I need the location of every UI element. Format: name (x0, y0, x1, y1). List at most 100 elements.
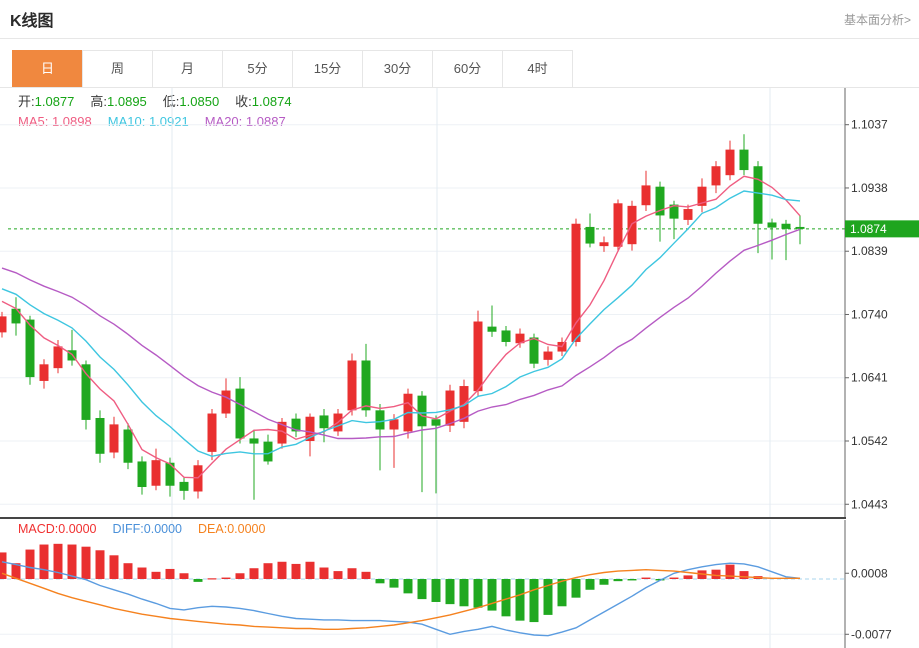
candle-down (767, 222, 777, 228)
candle-down (655, 186, 665, 216)
macd-bar-up (67, 544, 77, 579)
macd-bar-up (179, 573, 189, 579)
y-axis-label: 1.1037 (851, 118, 888, 132)
tab-15分[interactable]: 15分 (292, 50, 363, 88)
macd-bar-up (151, 571, 161, 579)
candle-down (669, 204, 679, 219)
candle-up (613, 203, 623, 247)
diff-value: DIFF:0.0000 (112, 522, 182, 536)
candle-up (445, 390, 455, 426)
candle-down (431, 419, 441, 426)
candle-down (25, 319, 35, 378)
candle-up (725, 149, 735, 176)
macd-bar-down (543, 579, 553, 615)
macd-bar-down (389, 579, 399, 588)
macd-bar-down (515, 579, 525, 621)
ma5-value: MA5: 1.0898 (18, 114, 92, 129)
tab-30分[interactable]: 30分 (362, 50, 433, 88)
macd-bar-up (137, 567, 147, 579)
macd-bar-up (333, 571, 343, 579)
candle-down (263, 441, 273, 462)
tab-60分[interactable]: 60分 (432, 50, 503, 88)
macd-bar-up (81, 546, 91, 579)
tab-5分[interactable]: 5分 (222, 50, 293, 88)
macd-bar-down (473, 579, 483, 608)
tab-bottom-border (0, 87, 919, 88)
macd-bar-up (725, 564, 735, 579)
candle-down (165, 462, 175, 486)
macd-bar-up (249, 568, 259, 579)
candle-up (697, 186, 707, 206)
ma10-line (1, 190, 801, 458)
macd-bar-up (739, 571, 749, 579)
candle-down (487, 326, 497, 332)
y-axis-label: 1.0740 (851, 307, 888, 321)
candle-down (95, 418, 105, 454)
candle-down (81, 364, 91, 420)
macd-bar-down (193, 579, 203, 582)
y-axis-label: 1.0542 (851, 434, 888, 448)
candle-down (179, 481, 189, 491)
candle-up (151, 460, 161, 486)
macd-bar-down (431, 579, 441, 602)
macd-bar-up (347, 568, 357, 579)
macd-bar-down (585, 579, 595, 590)
candle-down (137, 461, 147, 488)
header-divider (0, 38, 919, 39)
y-axis-label: 1.0839 (851, 244, 888, 258)
candle-down (235, 388, 245, 439)
macd-bar-up (305, 561, 315, 579)
macd-bar-up (95, 550, 105, 579)
candle-up (347, 360, 357, 411)
macd-bar-down (459, 579, 469, 607)
macd-bar-down (501, 579, 511, 617)
candle-down (795, 226, 805, 229)
interval-tab-bar: 日周月 5分 15分 30分 60分 4时 (12, 50, 573, 88)
current-price-label: 1.0874 (850, 222, 887, 236)
tab-4时[interactable]: 4时 (502, 50, 573, 88)
ohlc-ma-legend: 开:1.0877 高:1.0895 低:1.0850 收:1.0874 MA5:… (18, 92, 292, 132)
candle-up (207, 413, 217, 452)
dea-line (1, 568, 800, 631)
macd-bar-up (39, 544, 49, 579)
macd-bar-up (123, 563, 133, 579)
macd-bar-down (557, 579, 567, 607)
macd-bar-up (263, 563, 273, 579)
panel-separator (0, 517, 846, 519)
candle-down (585, 226, 595, 244)
macd-bar-down (613, 579, 623, 582)
candle-up (571, 223, 581, 342)
candle-up (109, 424, 119, 453)
fundamental-analysis-link[interactable]: 基本面分析> (843, 13, 911, 27)
low-value: 低:1.0850 (162, 94, 220, 109)
candle-up (389, 419, 399, 430)
macd-legend: MACD:0.0000 DIFF:0.0000 DEA:0.0000 (18, 522, 265, 536)
macd-bar-up (109, 555, 119, 579)
macd-bar-down (375, 579, 385, 584)
macd-chart[interactable]: 0.0008 -0.0077 (0, 520, 919, 648)
macd-bar-down (417, 579, 427, 600)
macd-bar-down (627, 579, 637, 581)
candle-down (375, 410, 385, 430)
macd-bar-up (361, 571, 371, 579)
candle-down (529, 337, 539, 364)
macd-bar-up (669, 577, 679, 579)
macd-bar-down (487, 579, 497, 611)
macd-bar-up (319, 567, 329, 579)
candle-up (543, 351, 553, 360)
macd-bar-up (683, 575, 693, 579)
close-value: 收:1.0874 (235, 94, 292, 109)
tab-月[interactable]: 月 (152, 50, 223, 88)
tab-日[interactable]: 日 (12, 50, 83, 88)
candle-down (739, 149, 749, 171)
candle-down (249, 438, 259, 444)
candle-up (599, 242, 609, 247)
macd-bar-up (53, 543, 63, 579)
candle-down (291, 418, 301, 432)
candle-up (53, 346, 63, 369)
macd-bar-up (221, 577, 231, 579)
tab-周[interactable]: 周 (82, 50, 153, 88)
macd-bar-up (277, 561, 287, 579)
candlestick-chart[interactable]: 1.1037 1.0938 1.0839 1.0740 1.0641 1.0542 1.04… (0, 88, 919, 518)
candle-up (39, 364, 49, 381)
